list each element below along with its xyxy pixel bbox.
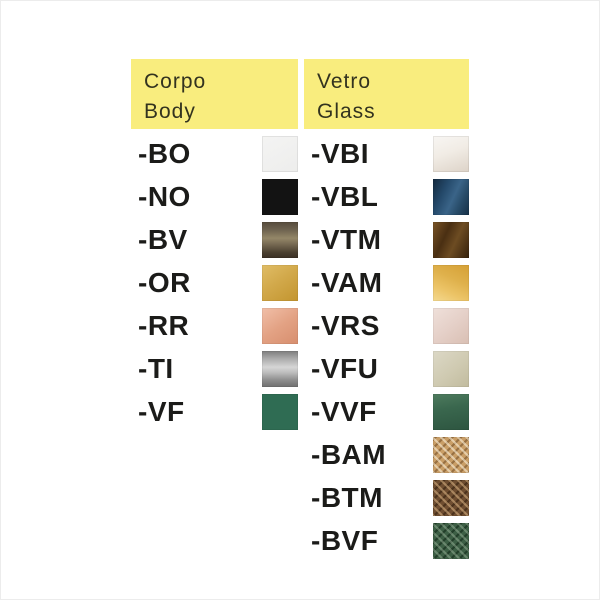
finish-row: -NO <box>131 175 298 218</box>
finish-code: -OR <box>138 266 191 298</box>
finish-row: -RR <box>131 304 298 347</box>
finish-code: -NO <box>138 180 191 212</box>
finish-code: -VBL <box>311 180 379 212</box>
finish-row: -VAM <box>304 261 469 304</box>
header-title-italian: Corpo <box>144 70 207 93</box>
finish-code: -VTM <box>311 223 382 255</box>
finish-swatch-bv <box>262 221 298 258</box>
finish-code: -BVF <box>311 524 379 556</box>
finish-swatch-vfu <box>433 350 469 387</box>
finish-swatch-rr <box>262 307 298 344</box>
header-title-english: Glass <box>317 100 376 123</box>
header-title-english: Body <box>144 100 196 123</box>
finish-row: -VBL <box>304 175 469 218</box>
finish-code: -VBI <box>311 137 369 169</box>
finish-row: -BVF <box>304 519 469 562</box>
finish-swatch-bam <box>433 436 469 473</box>
finish-row: -VTM <box>304 218 469 261</box>
finish-swatch-vf <box>262 393 298 430</box>
finish-row: -BTM <box>304 476 469 519</box>
header-title-italian: Vetro <box>317 70 372 93</box>
finish-code: -VAM <box>311 266 383 298</box>
finish-swatch-vrs <box>433 307 469 344</box>
finish-row: -VFU <box>304 347 469 390</box>
finish-code: -BTM <box>311 481 383 513</box>
column-body-finishes: Corpo Body -BO -NO -BV -OR -RR <box>131 59 298 433</box>
finish-row: -OR <box>131 261 298 304</box>
finish-code: -VRS <box>311 309 380 341</box>
finish-swatch-no <box>262 178 298 215</box>
finish-code: -VVF <box>311 395 377 427</box>
finish-swatch-ti <box>262 350 298 387</box>
finish-row: -BO <box>131 132 298 175</box>
finish-swatch-vam <box>433 264 469 301</box>
finish-swatch-vbl <box>433 178 469 215</box>
finish-swatch-vbi <box>433 135 469 172</box>
finish-swatch-vtm <box>433 221 469 258</box>
finish-row: -TI <box>131 347 298 390</box>
finish-row: -BV <box>131 218 298 261</box>
finish-row: -BAM <box>304 433 469 476</box>
finish-code: -BAM <box>311 438 387 470</box>
finish-row: -VF <box>131 390 298 433</box>
finish-row: -VVF <box>304 390 469 433</box>
glass-finish-list: -VBI -VBL -VTM -VAM -VRS -VFU <box>304 132 469 562</box>
finish-swatch-bvf <box>433 522 469 559</box>
finish-swatch-bo <box>262 135 298 172</box>
column-header-body: Corpo Body <box>131 59 298 129</box>
finish-swatch-or <box>262 264 298 301</box>
finish-swatch-vvf <box>433 393 469 430</box>
finish-code: -BO <box>138 137 191 169</box>
finish-code: -VF <box>138 395 185 427</box>
finish-code: -TI <box>138 352 174 384</box>
body-finish-list: -BO -NO -BV -OR -RR -TI <box>131 132 298 433</box>
finish-swatch-btm <box>433 479 469 516</box>
finish-row: -VRS <box>304 304 469 347</box>
finish-code: -RR <box>138 309 190 341</box>
finish-row: -VBI <box>304 132 469 175</box>
column-header-glass: Vetro Glass <box>304 59 469 129</box>
finish-code: -BV <box>138 223 188 255</box>
finish-code: -VFU <box>311 352 379 384</box>
column-glass-finishes: Vetro Glass -VBI -VBL -VTM -VAM -VRS <box>304 59 469 562</box>
